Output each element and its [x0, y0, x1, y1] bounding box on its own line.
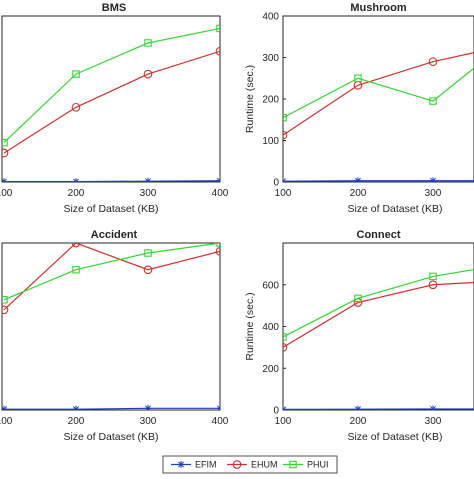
legend-label: EFIM [195, 460, 217, 470]
series-line-ehum [283, 281, 474, 348]
series-line-phui [4, 28, 220, 142]
x-tick-label: 300 [425, 416, 442, 427]
data-point-efim [145, 178, 152, 185]
axes-box [283, 16, 474, 182]
data-point-efim [73, 406, 80, 413]
chart-title: Mushroom [350, 2, 406, 14]
y-tick-label: 200 [262, 95, 279, 106]
x-tick-label: 100 [275, 416, 292, 427]
series-line-ehum [283, 45, 474, 135]
data-point-efim [217, 405, 224, 412]
x-tick-label: 100 [0, 188, 13, 199]
legend: EFIM EHUM PHUI [163, 456, 337, 473]
x-tick-label: 100 [0, 416, 13, 427]
data-point-efim [217, 177, 224, 184]
series-line-ehum [4, 51, 220, 153]
y-tick-label: 200 [262, 364, 279, 375]
series-line-efim [4, 181, 220, 182]
y-tick-label: 600 [262, 280, 279, 291]
data-point-efim [280, 178, 287, 185]
chart-title: Connect [357, 229, 401, 241]
x-tick-label: 300 [140, 188, 157, 199]
x-axis-label: Size of Dataset (KB) [63, 431, 158, 443]
chart-title: Accident [91, 229, 138, 241]
y-tick-label: 0 [273, 406, 279, 417]
x-tick-label: 200 [68, 416, 85, 427]
axes-box [2, 243, 220, 410]
x-tick-label: 100 [275, 188, 292, 199]
x-tick-label: 300 [425, 188, 442, 199]
y-tick-label: 400 [262, 322, 279, 333]
x-tick-label: 200 [68, 188, 85, 199]
data-point-efim [280, 406, 287, 413]
data-point-efim [355, 406, 362, 413]
chart-panel-connect: Connect 100 200 300 0 200 400 600 Size of Datase… [244, 229, 474, 443]
series-line-efim [4, 408, 220, 409]
x-axis-label: Size of Dataset (KB) [63, 203, 158, 215]
axes-box [283, 243, 474, 410]
legend-label: PHUI [307, 460, 329, 470]
data-point-efim [430, 177, 437, 184]
data-point-efim [355, 177, 362, 184]
x-tick-label: 300 [140, 416, 157, 427]
data-point-efim [73, 178, 80, 185]
x-axis-label: Size of Dataset (KB) [347, 431, 442, 443]
y-tick-label: 400 [262, 12, 279, 23]
data-point-efim [145, 405, 152, 412]
legend-marker-efim [178, 461, 185, 468]
chart-title: BMS [102, 2, 126, 14]
axes-box [2, 16, 220, 182]
legend-label: EHUM [251, 460, 278, 470]
series-line-phui [4, 243, 220, 300]
x-tick-label: 400 [212, 416, 229, 427]
x-tick-label: 200 [350, 188, 367, 199]
x-tick-label: 400 [212, 188, 229, 199]
y-tick-label: 100 [262, 136, 279, 147]
y-tick-label: 0 [273, 178, 279, 189]
y-axis-label: Runtime (sec.) [244, 292, 256, 360]
y-axis-label: Runtime (sec.) [244, 65, 256, 133]
chart-panel-accident: Accident 100 200 300 400 Size of Dataset (KB) [0, 229, 229, 443]
data-point-efim [430, 405, 437, 412]
x-tick-label: 200 [350, 416, 367, 427]
chart-panel-bms: BMS 100 200 300 400 Size of Dataset (KB) [0, 2, 229, 215]
y-tick-label: 300 [262, 53, 279, 64]
x-axis-label: Size of Dataset (KB) [347, 203, 442, 215]
series-line-ehum [4, 243, 220, 310]
series-line-phui [283, 264, 474, 337]
